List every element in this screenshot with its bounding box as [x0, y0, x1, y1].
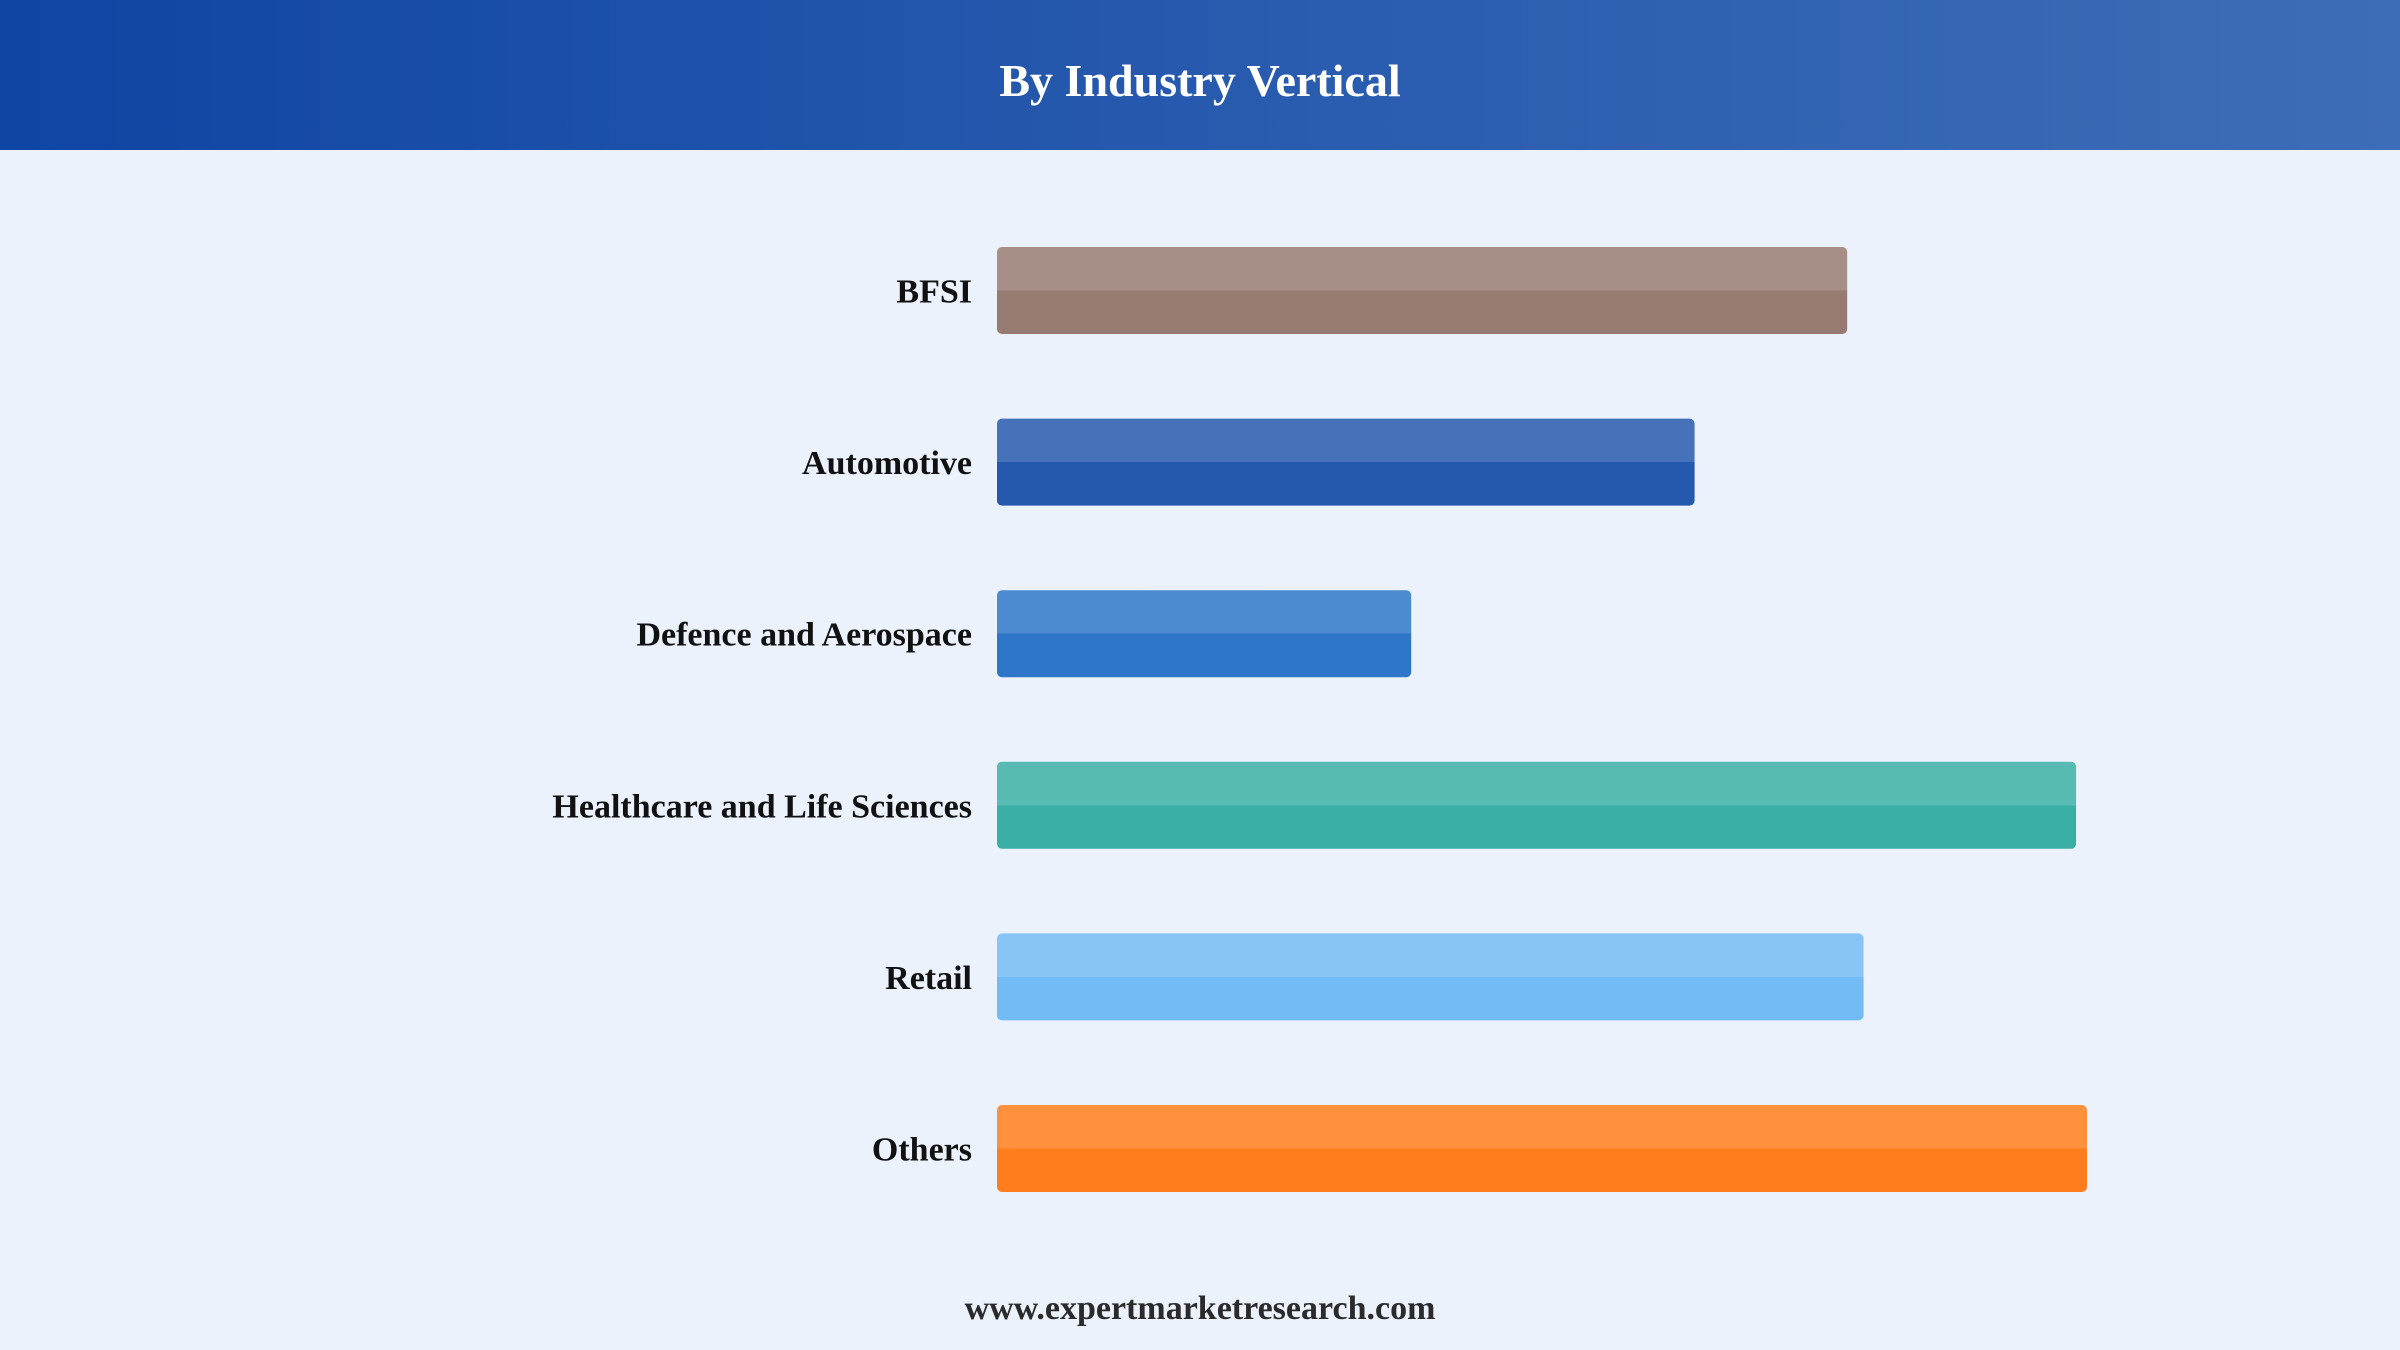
bar-others: [997, 1105, 2087, 1192]
bar-retail: [997, 933, 1864, 1021]
category-label-defence-and-aerospace: Defence and Aerospace: [636, 617, 972, 654]
bar-defence-and-aerospace: [997, 590, 1412, 678]
category-label-healthcare-and-life-sciences: Healthcare and Life Sciences: [552, 788, 972, 825]
bar-automotive: [997, 418, 1695, 506]
bar-chart: BFSI Automotive Defence and Aerospace Healt…: [552, 247, 2087, 1192]
category-label-others: Others: [872, 1132, 972, 1169]
header-banner: By Industry Vertical: [0, 0, 2400, 150]
bar-bfsi: [997, 247, 1848, 334]
source-url: www.expertmarketresearch.com: [964, 1290, 1436, 1327]
category-label-retail: Retail: [885, 960, 972, 997]
chart-title: By Industry Vertical: [999, 55, 1401, 106]
category-label-bfsi: BFSI: [896, 274, 972, 311]
bar-healthcare-and-life-sciences: [997, 761, 2077, 849]
category-label-automotive: Automotive: [802, 445, 972, 482]
